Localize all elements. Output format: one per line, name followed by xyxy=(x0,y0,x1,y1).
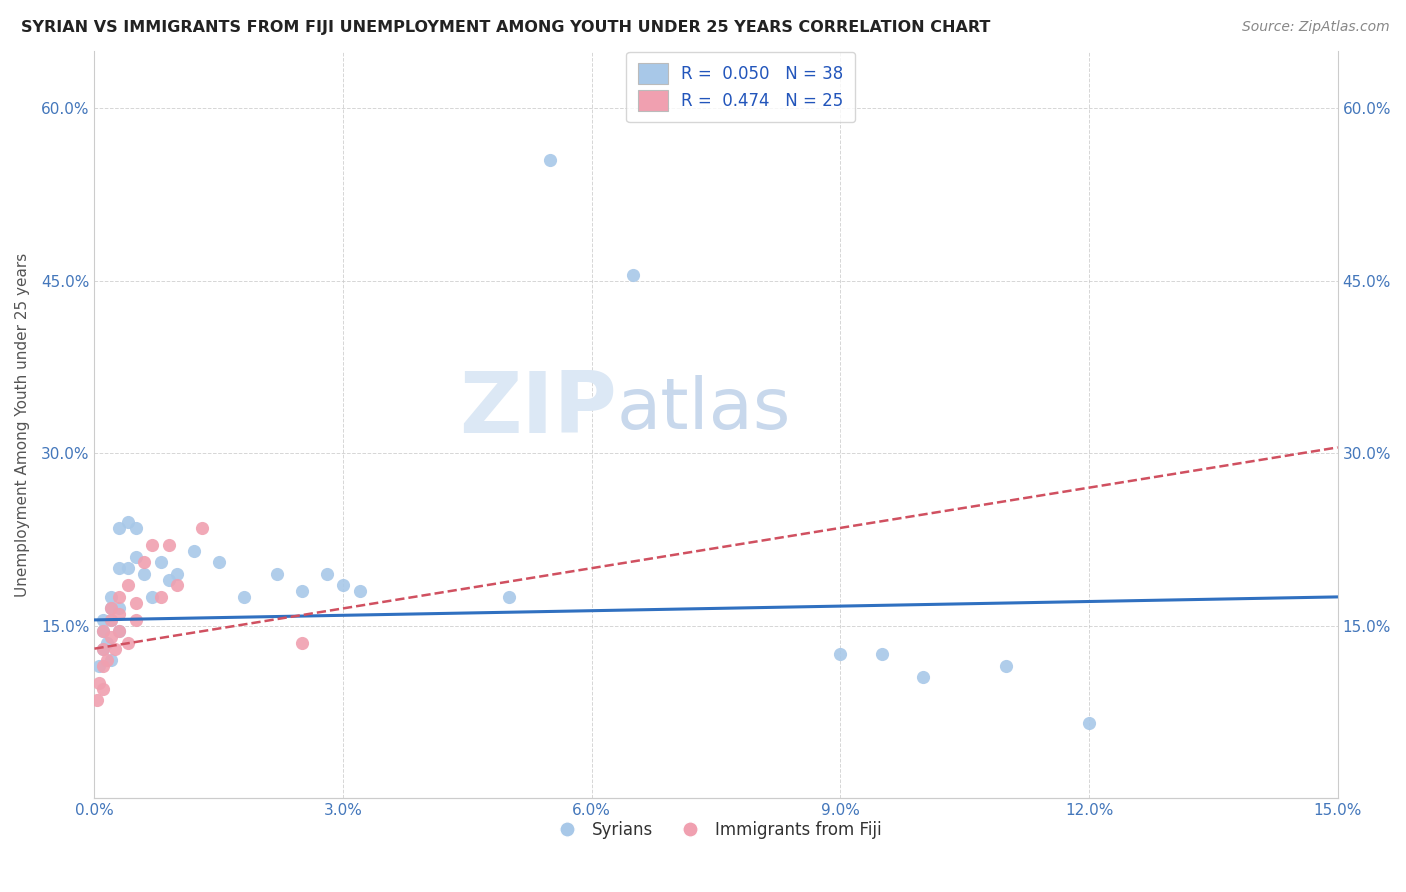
Text: SYRIAN VS IMMIGRANTS FROM FIJI UNEMPLOYMENT AMONG YOUTH UNDER 25 YEARS CORRELATI: SYRIAN VS IMMIGRANTS FROM FIJI UNEMPLOYM… xyxy=(21,20,990,35)
Point xyxy=(157,538,180,552)
Point xyxy=(108,601,131,615)
Text: ZIP: ZIP xyxy=(458,368,617,451)
Point xyxy=(96,636,118,650)
Point xyxy=(100,613,122,627)
Point xyxy=(86,693,108,707)
Point xyxy=(117,636,139,650)
Point xyxy=(166,578,188,592)
Point xyxy=(100,613,122,627)
Point xyxy=(117,578,139,592)
Point xyxy=(100,653,122,667)
Text: atlas: atlas xyxy=(617,375,792,444)
Point xyxy=(141,538,163,552)
Point xyxy=(995,659,1018,673)
Point xyxy=(332,578,354,592)
Point xyxy=(108,561,131,575)
Point xyxy=(96,653,118,667)
Point xyxy=(291,584,314,599)
Point xyxy=(291,636,314,650)
Point xyxy=(91,624,114,639)
Point xyxy=(157,573,180,587)
Point xyxy=(141,590,163,604)
Point xyxy=(315,566,337,581)
Point xyxy=(149,555,172,569)
Y-axis label: Unemployment Among Youth under 25 years: Unemployment Among Youth under 25 years xyxy=(15,252,30,597)
Point xyxy=(108,624,131,639)
Point xyxy=(100,601,122,615)
Point xyxy=(87,676,110,690)
Point xyxy=(208,555,231,569)
Point xyxy=(108,521,131,535)
Point xyxy=(108,607,131,622)
Point xyxy=(538,153,561,167)
Point xyxy=(108,590,131,604)
Point xyxy=(87,659,110,673)
Point xyxy=(134,555,156,569)
Point xyxy=(912,670,935,684)
Point xyxy=(91,641,114,656)
Point xyxy=(232,590,254,604)
Point xyxy=(498,590,520,604)
Point xyxy=(117,515,139,529)
Point xyxy=(100,601,122,615)
Point xyxy=(349,584,371,599)
Point xyxy=(91,613,114,627)
Point xyxy=(830,648,852,662)
Point xyxy=(91,681,114,696)
Point xyxy=(117,561,139,575)
Point xyxy=(91,624,114,639)
Point xyxy=(266,566,288,581)
Point xyxy=(125,596,148,610)
Point xyxy=(166,566,188,581)
Point xyxy=(125,613,148,627)
Point xyxy=(183,544,205,558)
Point xyxy=(621,268,644,282)
Point xyxy=(149,590,172,604)
Point xyxy=(125,549,148,564)
Point xyxy=(134,566,156,581)
Point xyxy=(91,659,114,673)
Point xyxy=(100,590,122,604)
Point xyxy=(91,641,114,656)
Point xyxy=(104,641,127,656)
Point xyxy=(100,630,122,644)
Point xyxy=(108,624,131,639)
Point xyxy=(870,648,893,662)
Point xyxy=(1078,716,1101,731)
Point xyxy=(125,521,148,535)
Point xyxy=(191,521,214,535)
Text: Source: ZipAtlas.com: Source: ZipAtlas.com xyxy=(1241,20,1389,34)
Legend: Syrians, Immigrants from Fiji: Syrians, Immigrants from Fiji xyxy=(544,814,889,846)
